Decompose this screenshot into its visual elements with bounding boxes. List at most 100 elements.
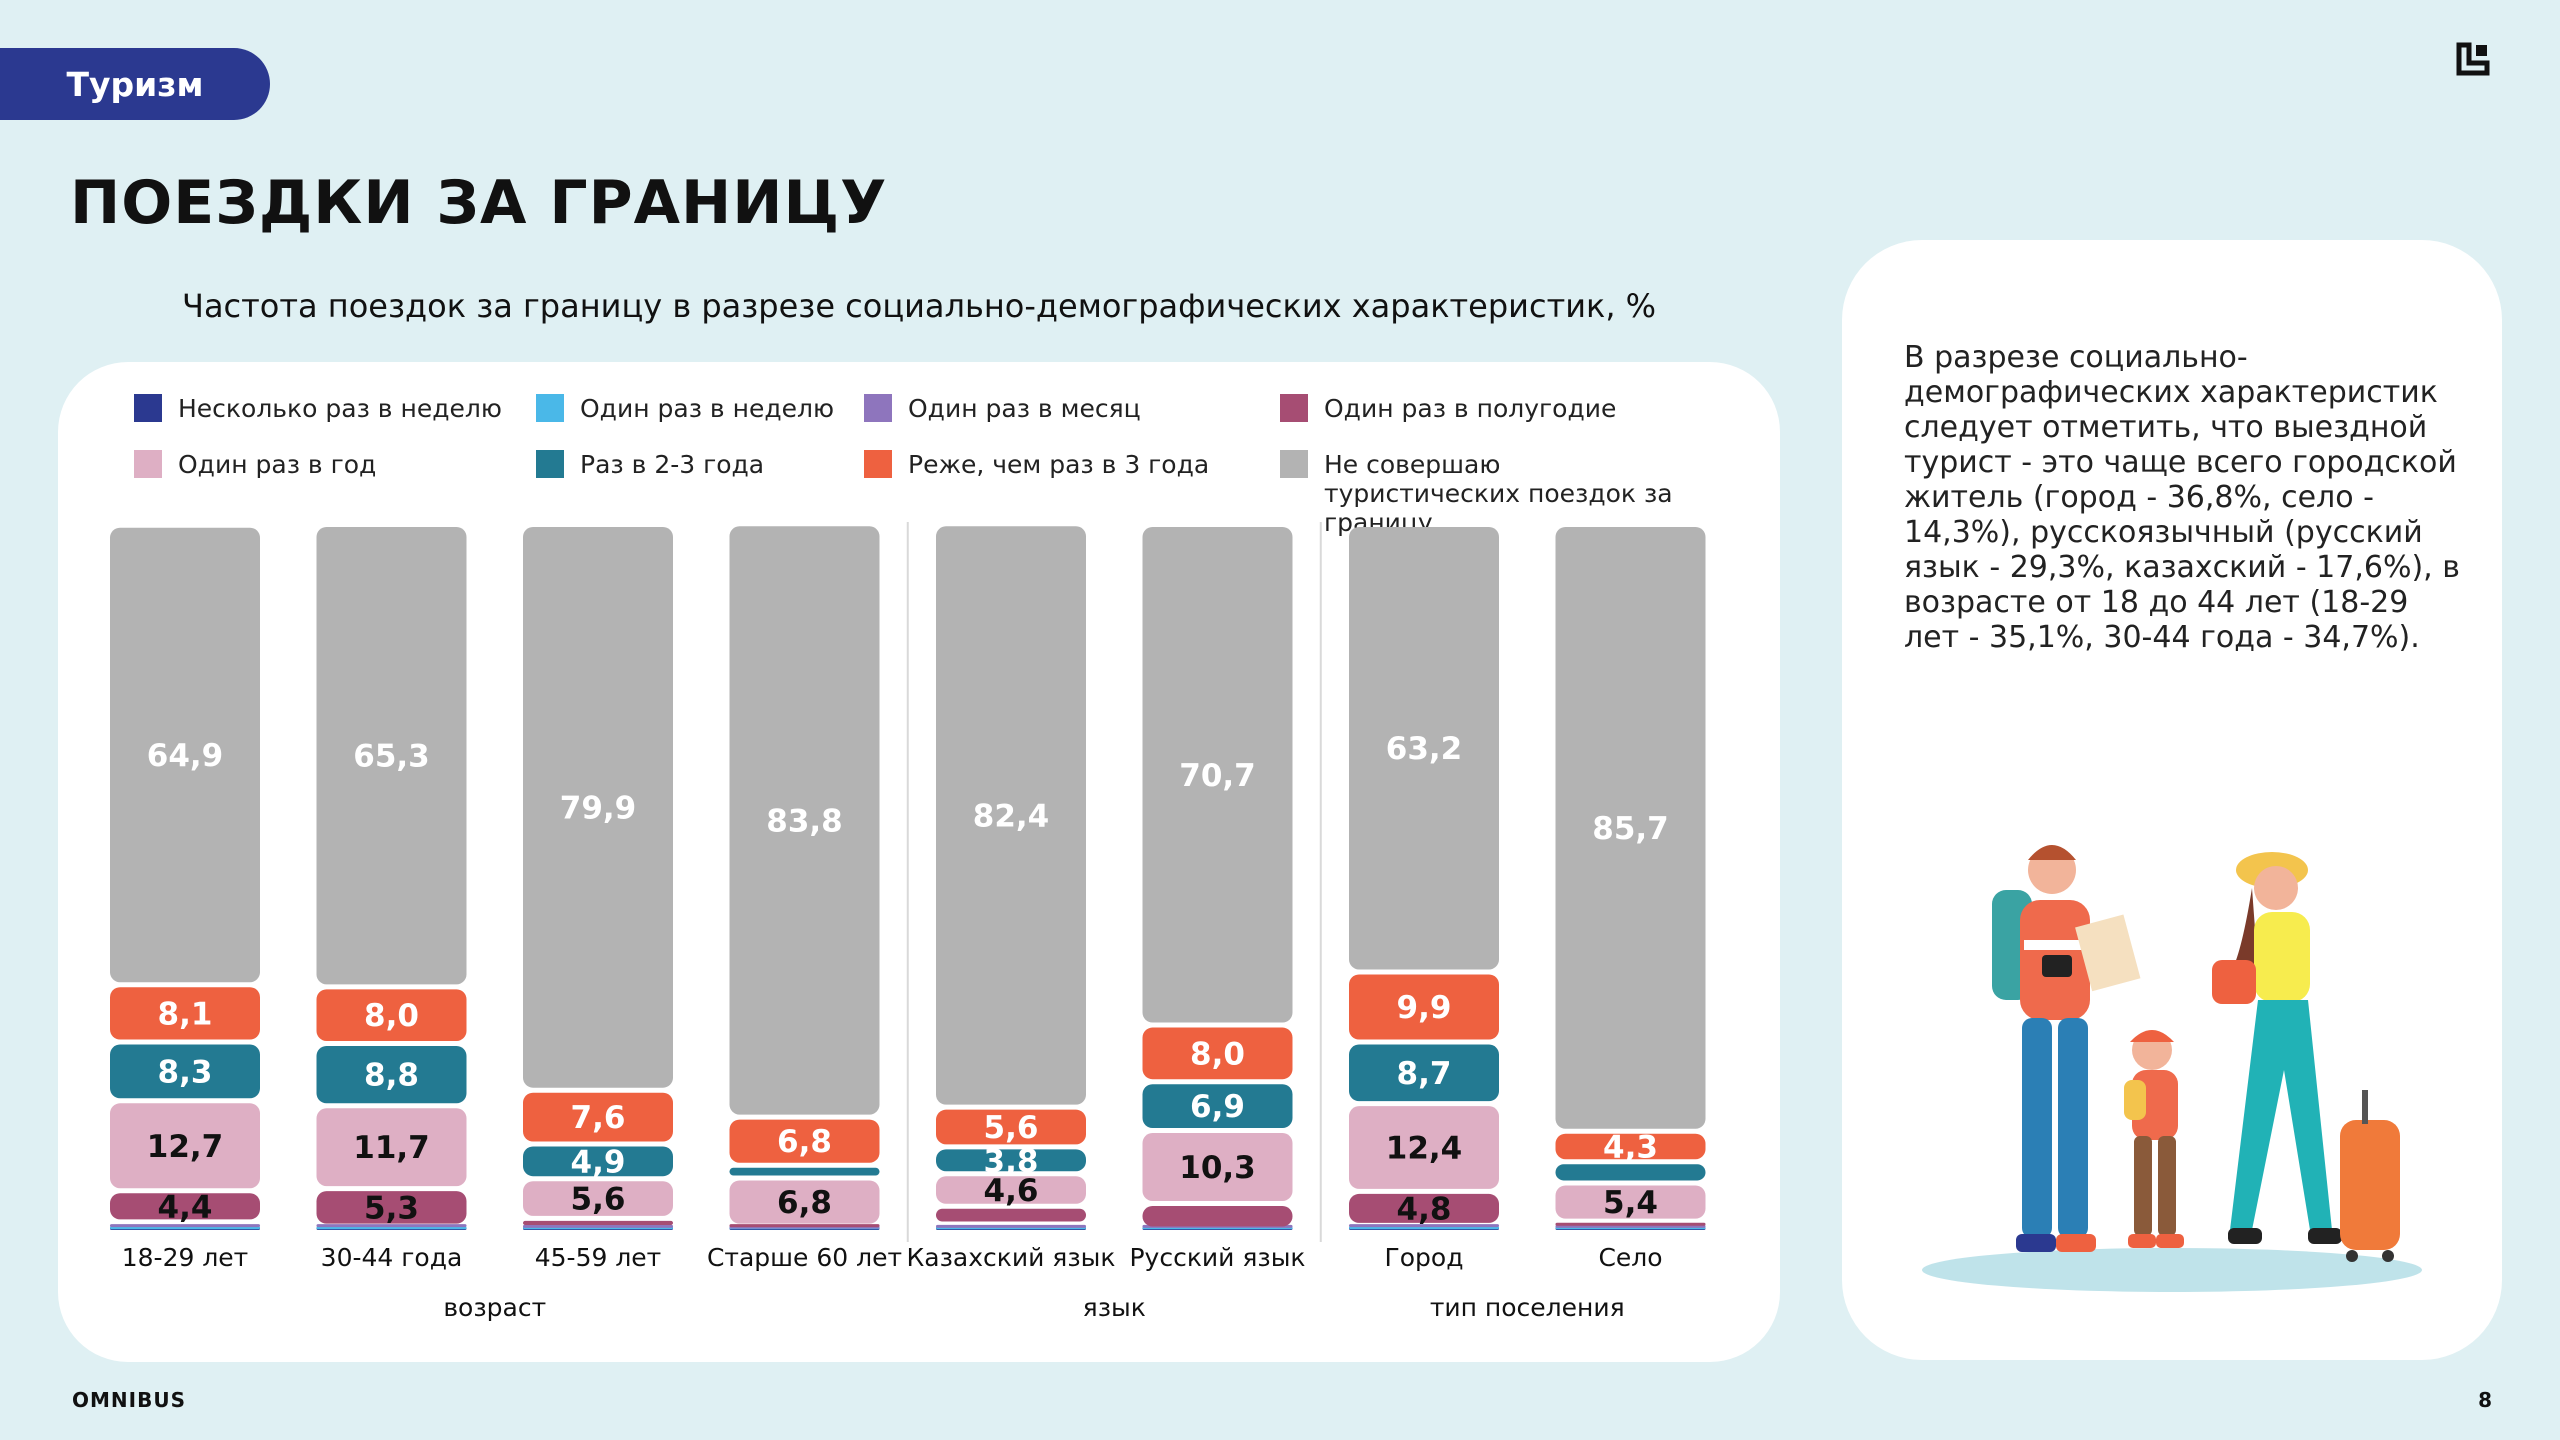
legend-swatch (1280, 394, 1308, 422)
legend-item: Один раз в месяц (864, 394, 1141, 423)
bar-segment (523, 1181, 673, 1216)
bar-segment (936, 1224, 1086, 1228)
data-label: 63,2 (1386, 731, 1463, 767)
bar-segment (936, 1176, 1086, 1204)
legend-swatch (134, 450, 162, 478)
bar-segment (1349, 974, 1499, 1040)
bar-segment (523, 1146, 673, 1177)
data-label: 11,7 (353, 1130, 430, 1166)
data-label: 10,3 (1179, 1150, 1256, 1186)
bar-segment (316, 1108, 467, 1187)
summary-text: В разрезе социально-демографических хара… (1904, 340, 2460, 655)
bar-segment (1555, 1164, 1706, 1181)
data-label: 6,9 (1190, 1089, 1245, 1125)
legend-item: Не совершаю туристических поездок за гра… (1280, 450, 1700, 537)
chart-title: Частота поездок за границу в разрезе соц… (182, 287, 1657, 325)
bar-segment (316, 1224, 467, 1228)
data-label: 79,9 (560, 790, 637, 826)
legend-swatch (536, 394, 564, 422)
data-label: 8,3 (158, 1054, 213, 1090)
legend-swatch (864, 450, 892, 478)
legend-label: Не совершаю туристических поездок за гра… (1324, 450, 1673, 537)
bar-segment (1349, 1106, 1499, 1189)
bar-segment (936, 1149, 1086, 1172)
legend-label: Один раз в полугодие (1324, 394, 1617, 423)
bar-segment (729, 1167, 880, 1176)
bar-segment (1142, 1084, 1293, 1129)
data-label: 8,0 (364, 998, 419, 1034)
legend-label: Один раз в год (178, 450, 377, 479)
data-label: 4,4 (158, 1189, 213, 1225)
legend-swatch (536, 450, 564, 478)
bar-segment (110, 1044, 260, 1099)
category-label: Русский язык (1129, 1243, 1305, 1272)
category-label: Село (1598, 1243, 1662, 1272)
legend-swatch (1280, 450, 1308, 478)
bar-segment (729, 526, 880, 1115)
data-label: 12,7 (147, 1129, 224, 1165)
bar-segment (936, 526, 1086, 1105)
data-label: 8,7 (1397, 1056, 1452, 1092)
data-label: 8,8 (364, 1058, 419, 1094)
bar-segment (1142, 1205, 1293, 1227)
data-label: 4,8 (1397, 1191, 1452, 1227)
data-label: 65,3 (353, 739, 430, 775)
bar-segment (523, 1092, 673, 1142)
page-title: ПОЕЗДКИ ЗА ГРАНИЦУ (70, 168, 888, 238)
legend-swatch (864, 394, 892, 422)
legend-swatch (134, 394, 162, 422)
legend-item: Раз в 2-3 года (536, 450, 764, 479)
bar-segment (110, 1103, 260, 1189)
data-label: 3,8 (984, 1143, 1039, 1179)
data-label: 6,8 (777, 1185, 832, 1221)
data-label: 6,8 (777, 1124, 832, 1160)
data-label: 70,7 (1179, 758, 1256, 794)
bar-segment (110, 527, 260, 983)
legend-item: Несколько раз в неделю (134, 394, 502, 423)
category-label: Казахский язык (907, 1243, 1116, 1272)
bar-segment (1142, 527, 1293, 1023)
bar-segment (316, 1045, 467, 1104)
bar-segment (1349, 1224, 1499, 1228)
data-label: 8,1 (158, 996, 213, 1032)
group-label: возраст (443, 1293, 546, 1322)
bar-segment (1555, 1185, 1706, 1219)
bar-segment (1142, 1027, 1293, 1080)
summary-card: В разрезе социально-демографических хара… (1842, 240, 2502, 1360)
legend-label: Несколько раз в неделю (178, 394, 502, 423)
category-label: Старше 60 лет (707, 1243, 902, 1272)
bar-segment (523, 527, 673, 1088)
bar-segment (523, 1224, 673, 1228)
bar-segment (729, 1224, 880, 1228)
legend-label: Один раз в неделю (580, 394, 835, 423)
category-label: Город (1385, 1243, 1464, 1272)
bar-segment (110, 1193, 260, 1220)
data-label: 85,7 (1592, 811, 1669, 847)
data-label: 64,9 (147, 738, 224, 774)
group-label: тип поселения (1430, 1293, 1625, 1322)
data-label: 5,6 (571, 1182, 626, 1218)
data-label: 7,6 (571, 1100, 626, 1136)
bar-segment (1349, 527, 1499, 970)
legend-label: Реже, чем раз в 3 года (908, 450, 1210, 479)
bar-segment (1142, 1133, 1293, 1201)
data-label: 9,9 (1397, 990, 1452, 1026)
stacked-bar-chart: 4,4 12,7 8,3 8,1 64,9 18-29 лет 5,3 11,7 8,8 8,0 6… (110, 522, 1706, 1322)
data-label: 5,3 (364, 1190, 419, 1226)
chart-card: Несколько раз в неделю Один раз в неделю… (58, 362, 1780, 1362)
data-label: 5,4 (1603, 1185, 1658, 1221)
data-label: 4,9 (571, 1144, 626, 1180)
data-label: 4,3 (1603, 1129, 1658, 1165)
bar-segment (316, 527, 467, 985)
legend-item: Один раз в год (134, 450, 376, 479)
category-label: 45-59 лет (535, 1243, 662, 1272)
data-label: 12,4 (1386, 1131, 1463, 1167)
bar-segment (1555, 1133, 1706, 1160)
bar-segment (316, 989, 467, 1041)
data-label: 5,6 (984, 1110, 1039, 1146)
bar-segment (110, 987, 260, 1040)
section-tag: Туризм (0, 48, 270, 120)
brand-logo-icon (2456, 42, 2490, 76)
bar-segment (110, 1224, 260, 1228)
legend-item: Реже, чем раз в 3 года (864, 450, 1209, 479)
